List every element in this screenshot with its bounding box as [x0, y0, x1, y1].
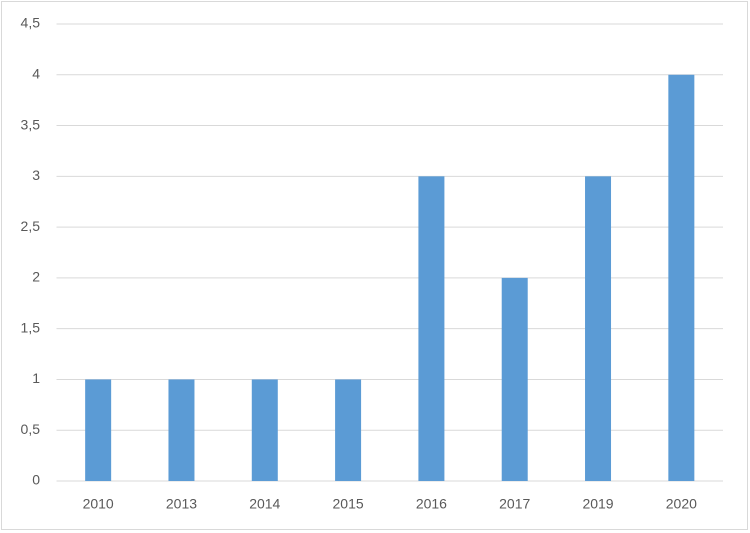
y-tick-label: 3,5	[21, 116, 41, 132]
y-tick-label: 1	[32, 370, 40, 386]
y-tick-label: 3	[32, 167, 40, 183]
bar	[668, 74, 695, 482]
x-tick-label: 2014	[249, 496, 280, 512]
x-tick-label: 2017	[499, 496, 530, 512]
y-tick-label: 0	[32, 472, 40, 488]
x-tick-label: 2016	[416, 496, 447, 512]
bar	[335, 379, 362, 481]
bar	[168, 379, 195, 481]
x-tick-label: 2019	[582, 496, 613, 512]
x-tick-label: 2013	[166, 496, 197, 512]
y-tick-label: 4	[32, 65, 40, 81]
x-tick-label: 2015	[333, 496, 364, 512]
x-tick-label: 2010	[83, 496, 114, 512]
x-tick-label: 2020	[666, 496, 697, 512]
y-tick-label: 4,5	[21, 15, 41, 31]
y-tick-label: 0,5	[21, 421, 41, 437]
y-tick-label: 2,5	[21, 218, 41, 234]
y-tick-label: 2	[32, 269, 40, 285]
bar	[251, 379, 278, 481]
bar	[85, 379, 112, 481]
bar	[585, 176, 612, 482]
y-tick-label: 1,5	[21, 319, 41, 335]
bar	[418, 176, 445, 482]
bar	[501, 277, 528, 481]
